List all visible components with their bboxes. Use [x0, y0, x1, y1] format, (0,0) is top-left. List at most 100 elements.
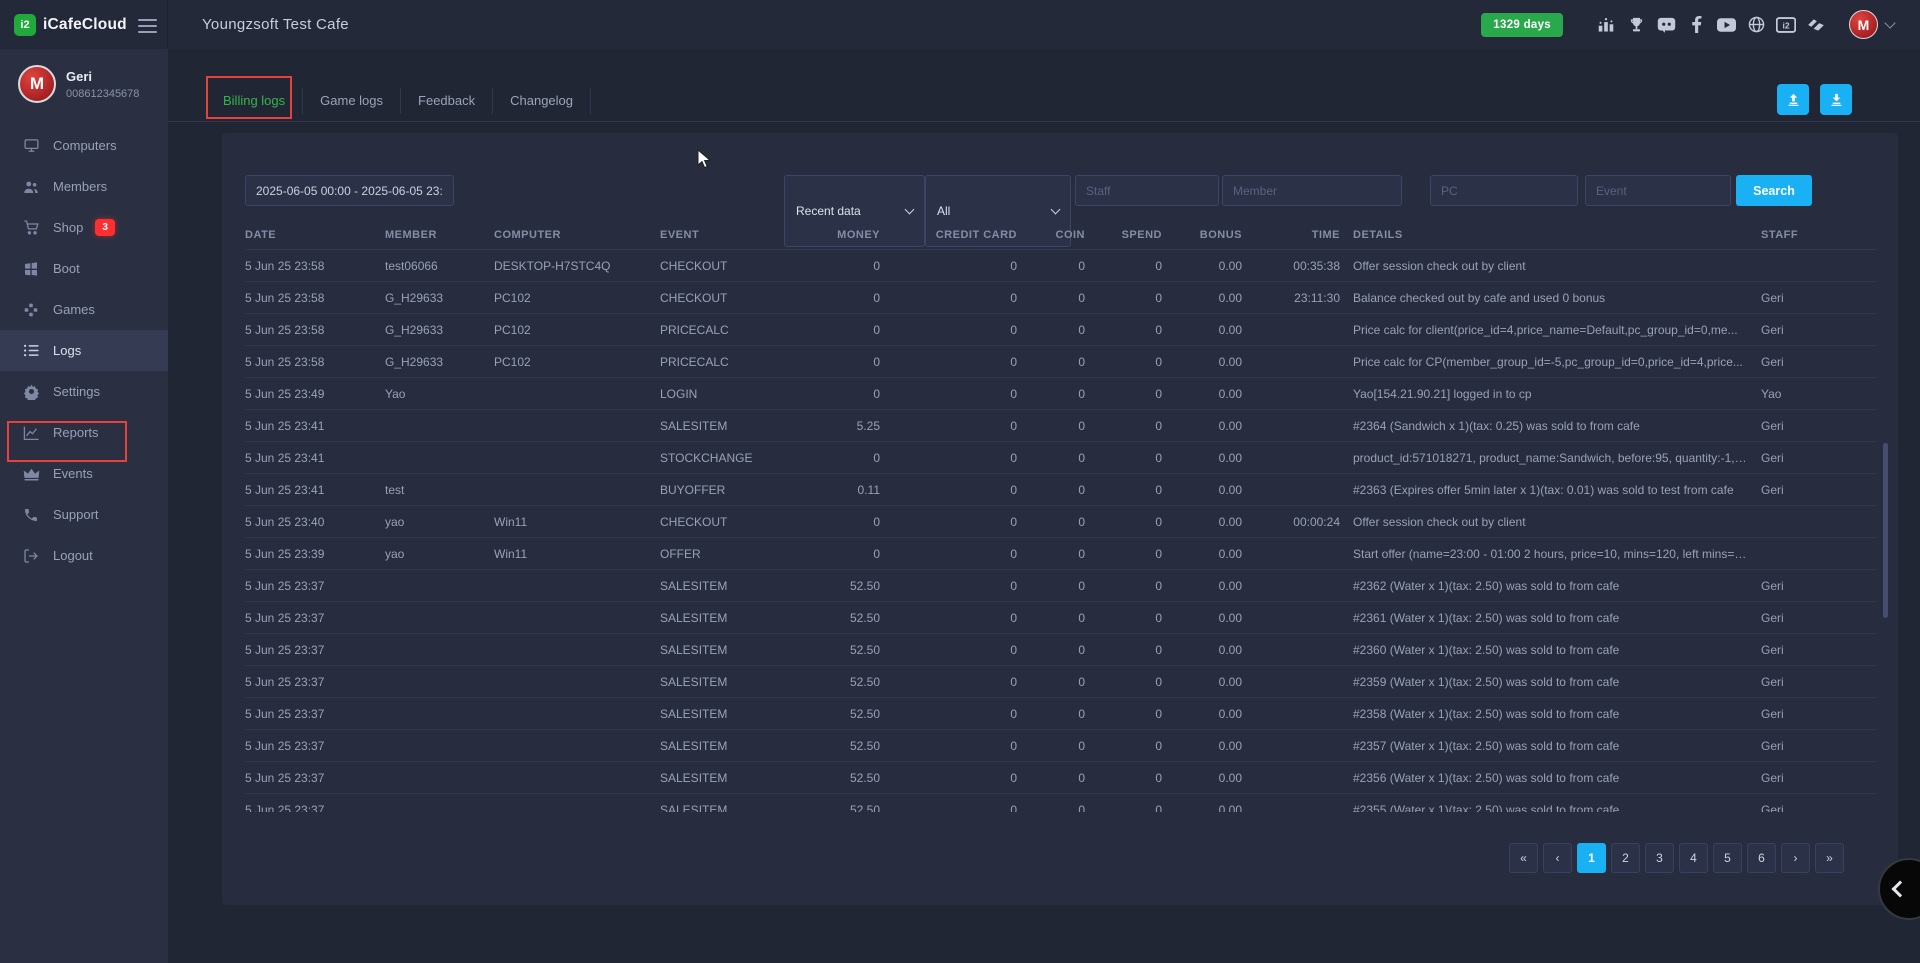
sidebar-item-shop[interactable]: Shop 3 [0, 207, 168, 248]
staff-filter-input[interactable] [1075, 175, 1219, 206]
page-button-nav[interactable]: « [1509, 843, 1538, 873]
table-row: 5 Jun 25 23:58 test06066 DESKTOP-H7STC4Q CH… [245, 250, 1877, 282]
sidebar: M Geri 008612345678 Computers Members Sh… [0, 49, 168, 963]
brand-name: iCafeCloud [43, 15, 127, 33]
member-filter-input[interactable] [1222, 175, 1402, 206]
table-row: 5 Jun 25 23:41 STOCKCHANGE 0 0 0 0 0.00 product… [245, 442, 1877, 474]
billing-logs-table: DATE MEMBER COMPUTER EVENT MONEY CREDIT CARD C… [245, 220, 1877, 812]
svg-text:i2: i2 [1782, 20, 1789, 30]
gear-icon [22, 383, 40, 401]
days-remaining-badge[interactable]: 1329 days [1481, 12, 1563, 37]
col-header-money: MONEY [837, 228, 880, 241]
type-select[interactable]: All [925, 175, 1071, 247]
table-row: 5 Jun 25 23:37 SALESITEM 52.50 0 0 0 0.00 #2356… [245, 762, 1877, 794]
table-row: 5 Jun 25 23:37 SALESITEM 52.50 0 0 0 0.00 #2360… [245, 634, 1877, 666]
sidebar-item-settings[interactable]: Settings [0, 371, 168, 412]
sidebar-item-members[interactable]: Members [0, 166, 168, 207]
table-row: 5 Jun 25 23:41 test BUYOFFER 0.11 0 0 0 0.00 #23… [245, 474, 1877, 506]
pc-filter-input[interactable] [1430, 175, 1578, 206]
pagination: «‹ 1 2 3 4 5 6 ›» [1509, 843, 1844, 873]
sidebar-item-logout[interactable]: Logout [0, 535, 168, 576]
globe-icon[interactable] [1743, 15, 1769, 35]
top-bar: i2 iCafeCloud Youngzsoft Test Cafe 1329 … [0, 0, 1920, 49]
sidebar-item-support[interactable]: Support [0, 494, 168, 535]
avatar[interactable]: M [1849, 10, 1878, 39]
page-button-5[interactable]: 5 [1713, 843, 1742, 873]
table-row: 5 Jun 25 23:49 Yao LOGIN 0 0 0 0 0.00 Yao[154.21… [245, 378, 1877, 410]
col-header-credit-card: CREDIT CARD [935, 228, 1017, 241]
tab-changelog[interactable]: Changelog [510, 93, 574, 108]
sidebar-item-games[interactable]: Games [0, 289, 168, 330]
chevron-down-icon [904, 204, 915, 215]
col-header-member: MEMBER [385, 228, 437, 241]
table-row: 5 Jun 25 23:40 yao Win11 CHECKOUT 0 0 0 0 0.00 00… [245, 506, 1877, 538]
chevron-down-icon[interactable] [1884, 16, 1896, 29]
sidebar-item-reports[interactable]: Reports [0, 412, 168, 453]
table-header-row: DATE MEMBER COMPUTER EVENT MONEY CREDIT CARD C… [245, 220, 1877, 250]
discord-icon[interactable] [1653, 15, 1679, 35]
download-icon [1831, 93, 1841, 106]
page-button-4[interactable]: 4 [1679, 843, 1708, 873]
icafecloud-icon[interactable]: i2 [1773, 15, 1799, 35]
upload-button[interactable] [1777, 84, 1809, 115]
crown-icon [22, 465, 40, 483]
chart-icon [22, 424, 40, 442]
tab-game-logs[interactable]: Game logs [320, 93, 384, 108]
event-filter-input[interactable] [1585, 175, 1731, 206]
page-button-nav[interactable]: ‹ [1543, 843, 1572, 873]
upload-icon [1788, 93, 1798, 106]
logout-icon [22, 547, 40, 565]
trophy-icon[interactable] [1623, 15, 1649, 35]
chevron-left-icon [1891, 880, 1909, 898]
table-row: 5 Jun 25 23:58 G_H29633 PC102 PRICECALC 0 0 0 0… [245, 314, 1877, 346]
user-avatar: M [18, 65, 56, 103]
gamepad-icon [22, 301, 40, 319]
user-id: 008612345678 [66, 87, 140, 100]
page-title: Youngzsoft Test Cafe [202, 16, 349, 33]
data-select[interactable]: Recent data [784, 175, 925, 247]
scrollbar-thumb[interactable] [1883, 443, 1888, 618]
table-row: 5 Jun 25 23:37 SALESITEM 52.50 0 0 0 0.00 #2358… [245, 698, 1877, 730]
col-header-computer: COMPUTER [494, 228, 561, 241]
collapse-drawer-button[interactable] [1878, 858, 1920, 920]
layers-icon[interactable] [1803, 15, 1829, 35]
user-block[interactable]: M Geri 008612345678 [0, 49, 168, 117]
table-row: 5 Jun 25 23:58 G_H29633 PC102 PRICECALC 0 0 0 0… [245, 346, 1877, 378]
hamburger-menu-icon[interactable] [138, 15, 157, 37]
col-header-coin: COIN [1055, 228, 1085, 241]
sidebar-item-boot[interactable]: Boot [0, 248, 168, 289]
sidebar-item-logs[interactable]: Logs [0, 330, 168, 371]
table-row: 5 Jun 25 23:41 SALESITEM 5.25 0 0 0 0.00 #2364 … [245, 410, 1877, 442]
search-button[interactable]: Search [1736, 175, 1812, 206]
facebook-icon[interactable] [1683, 15, 1709, 35]
col-header-time: TIME [1311, 228, 1340, 241]
date-range-input[interactable] [245, 175, 454, 206]
phone-icon [22, 506, 40, 524]
youtube-icon[interactable] [1713, 15, 1739, 35]
sidebar-item-computers[interactable]: Computers [0, 125, 168, 166]
page-button-2[interactable]: 2 [1611, 843, 1640, 873]
table-row: 5 Jun 25 23:37 SALESITEM 52.50 0 0 0 0.00 #2361… [245, 602, 1877, 634]
monitor-icon [22, 137, 40, 155]
table-row: 5 Jun 25 23:37 SALESITEM 52.50 0 0 0 0.00 #2357… [245, 730, 1877, 762]
page-button-nav[interactable]: › [1781, 843, 1810, 873]
sidebar-item-events[interactable]: Events [0, 453, 168, 494]
page-button-1[interactable]: 1 [1577, 843, 1606, 873]
page-button-nav[interactable]: » [1815, 843, 1844, 873]
shop-count-badge: 3 [95, 219, 115, 236]
members-icon [22, 178, 40, 196]
table-row: 5 Jun 25 23:37 SALESITEM 52.50 0 0 0 0.00 #2362… [245, 570, 1877, 602]
download-button[interactable] [1820, 84, 1852, 115]
page-button-6[interactable]: 6 [1747, 843, 1776, 873]
page-button-3[interactable]: 3 [1645, 843, 1674, 873]
brand-logo[interactable]: i2 iCafeCloud [0, 0, 168, 49]
table-row: 5 Jun 25 23:37 SALESITEM 52.50 0 0 0 0.00 #2355… [245, 794, 1877, 813]
tab-feedback[interactable]: Feedback [418, 93, 476, 108]
table-row: 5 Jun 25 23:58 G_H29633 PC102 CHECKOUT 0 0 0 0 0… [245, 282, 1877, 314]
tab-billing-logs[interactable]: Billing logs [223, 93, 286, 108]
icafecloud-logo-icon: i2 [14, 13, 36, 36]
cart-icon [22, 219, 40, 237]
ranking-icon[interactable] [1593, 15, 1619, 35]
tab-bar: Billing logs Game logs Feedback Changelo… [168, 80, 1920, 122]
table-body: 5 Jun 25 23:58 test06066 DESKTOP-H7STC4Q CH… [245, 250, 1877, 812]
